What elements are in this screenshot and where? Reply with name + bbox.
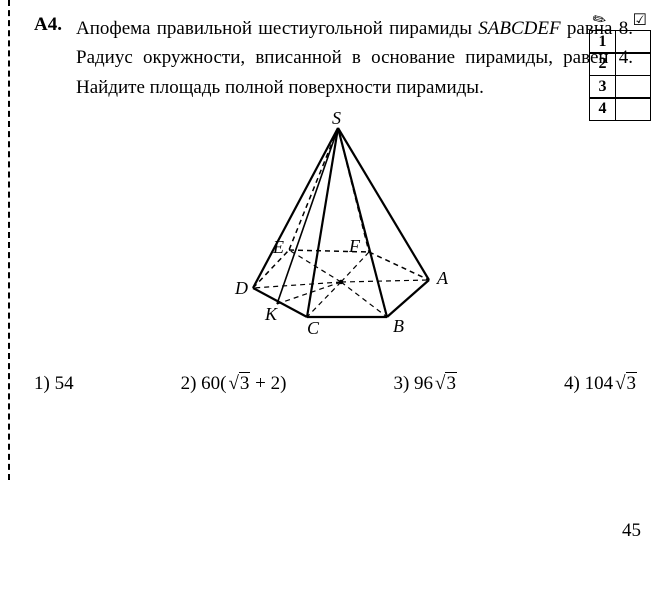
answer-1: 1) 54 bbox=[34, 373, 74, 395]
pyramid-figure: S A B C D E F K bbox=[34, 110, 641, 355]
answer-row: 4 bbox=[589, 97, 651, 121]
svg-text:K: K bbox=[264, 304, 278, 324]
answer-row-num: 1 bbox=[590, 31, 616, 53]
answer-row-cell[interactable] bbox=[616, 98, 650, 120]
svg-text:S: S bbox=[332, 110, 341, 128]
answer-row-num: 3 bbox=[590, 76, 616, 98]
answer-row-cell[interactable] bbox=[616, 53, 650, 75]
svg-text:F: F bbox=[348, 236, 361, 256]
svg-text:A: A bbox=[436, 268, 449, 288]
answer-row: 1 bbox=[589, 30, 651, 54]
pencil-icon: ✎ bbox=[589, 8, 611, 32]
svg-text:E: E bbox=[272, 237, 284, 257]
page-number: 45 bbox=[622, 520, 641, 542]
answer-row: 3 bbox=[589, 75, 651, 99]
answer-4: 4) 1043 bbox=[564, 373, 637, 395]
problem-label: А4. bbox=[34, 14, 66, 36]
answer-row-num: 4 bbox=[590, 98, 616, 120]
answer-row: 2 bbox=[589, 52, 651, 76]
problem-text: Апофема правильной шестиугольной пирамид… bbox=[76, 14, 641, 102]
svg-text:B: B bbox=[393, 316, 404, 336]
answer-row-num: 2 bbox=[590, 53, 616, 75]
svg-text:C: C bbox=[307, 318, 320, 338]
answer-3: 3) 963 bbox=[393, 373, 457, 395]
checkbox-icon: ☑ bbox=[633, 10, 647, 30]
answer-row-cell[interactable] bbox=[616, 76, 650, 98]
svg-text:D: D bbox=[234, 278, 248, 298]
answer-options: 1) 54 2) 60(3 + 2) 3) 963 4) 1043 bbox=[34, 373, 641, 395]
answer-row-cell[interactable] bbox=[616, 31, 650, 53]
answer-grid: ✎ ☑ 1 2 3 4 bbox=[589, 10, 651, 121]
answer-2: 2) 60(3 + 2) bbox=[181, 373, 287, 395]
